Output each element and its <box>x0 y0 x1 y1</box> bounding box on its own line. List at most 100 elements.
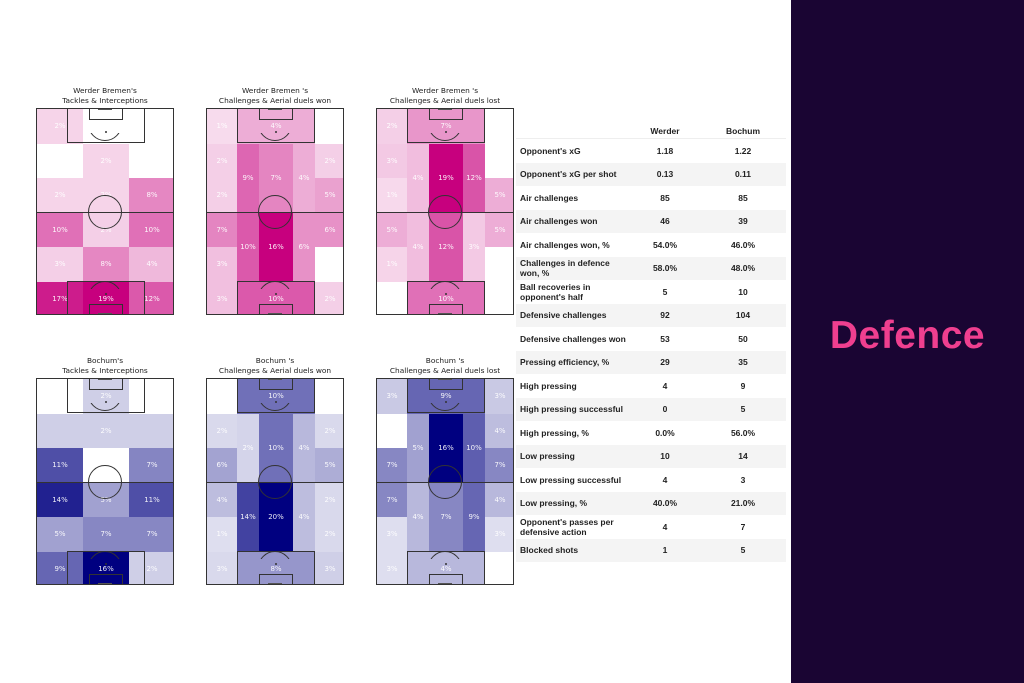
heatmap-title-line2: Challenges & Aerial duels lost <box>389 96 501 105</box>
heatmap-cell: 12% <box>463 143 485 213</box>
goal-bottom <box>98 583 112 584</box>
heatmap-cell: 2% <box>377 109 407 144</box>
heatmap-cell: 1% <box>207 517 237 552</box>
heatmap-cell: 4% <box>207 482 237 517</box>
stats-werder-value: 5 <box>662 286 668 297</box>
goal-top <box>438 379 452 380</box>
stats-werder-value: 1 <box>662 545 668 556</box>
heatmap-cell: 3% <box>377 551 407 584</box>
heatmap-cell: 1% <box>494 564 506 573</box>
heatmap-title-line1: Werder Bremen 's <box>241 86 309 95</box>
penalty-spot-bottom <box>105 563 107 565</box>
pitch-heatmap-bo-lost: Bochum 's Challenges & Aerial duels lost 3… <box>370 356 520 585</box>
heatmap-cell: 2% <box>37 109 83 144</box>
heatmap-title-line1: Werder Bremen's <box>73 86 137 95</box>
heatmap-cell: 4% <box>293 413 315 483</box>
heatmap-cell: 2% <box>37 178 83 213</box>
stats-row: Air challenges won 46 39 <box>516 209 786 233</box>
stats-row: Pressing efficiency, % 29 35 <box>516 350 786 374</box>
heatmap-title-line1: Bochum 's <box>255 356 295 365</box>
center-circle <box>88 195 122 229</box>
stats-label: Low pressing successful <box>520 474 622 485</box>
heatmap-cell: 2% <box>237 413 259 483</box>
stats-bochum-value: 21.0% <box>730 498 756 509</box>
heatmap-cell: 10% <box>237 212 259 282</box>
heatmap-title: Bochum 's Challenges & Aerial duels lost <box>370 356 520 378</box>
heatmap-cell: 0% <box>146 122 158 131</box>
penalty-spot-bottom <box>275 293 277 295</box>
stats-bochum-value: 104 <box>735 310 751 321</box>
heatmap-title: Werder Bremen 's Challenges & Aerial duel… <box>370 86 520 108</box>
heatmap-cell: 17% <box>37 281 83 314</box>
heatmap-cell: 0% <box>54 392 66 401</box>
stats-bochum-value: 3 <box>740 474 746 485</box>
heatmap-cell: 3% <box>377 517 407 552</box>
heatmap-cell: 2% <box>207 178 237 213</box>
heatmap-cell: 14% <box>37 482 83 517</box>
stats-werder-value: 4 <box>662 474 668 485</box>
stats-werder-value: 58.0% <box>652 263 678 274</box>
heatmap-cell: 5% <box>377 212 407 247</box>
heatmap-cell: 0% <box>54 156 66 165</box>
pitch: 2% 0% 0% 0% 2% 0% 2% 2% 8% 10% 2% 10% 3% 8% 4% 17% 19% 12… <box>36 108 174 315</box>
heatmap-cell: 2% <box>315 143 343 178</box>
penalty-spot-bottom <box>275 563 277 565</box>
heatmap-cell: 3% <box>377 143 407 178</box>
stats-label: High pressing successful <box>520 404 623 415</box>
stats-row: Ball recoveries in opponent's half 5 10 <box>516 280 786 304</box>
heatmap-cell: 4% <box>485 482 513 517</box>
heatmap-cell: 1% <box>377 247 407 282</box>
stats-werder-value: 92 <box>660 310 670 321</box>
heatmap-cell: 0% <box>146 156 158 165</box>
penalty-spot-top <box>105 131 107 133</box>
stats-label: Challenges in defence won, % <box>520 258 610 279</box>
stats-row: Blocked shots 1 5 <box>516 538 786 562</box>
heatmap-cell: 0% <box>324 122 336 131</box>
heatmap-cell: 4% <box>485 413 513 448</box>
heatmap-cell: 0% <box>100 122 112 131</box>
center-circle <box>258 465 292 499</box>
stats-bochum-value: 14 <box>738 451 748 462</box>
heatmap-title-line2: Tackles & Interceptions <box>62 96 148 105</box>
stats-label: Low pressing <box>520 451 575 462</box>
heatmap-cell: 2% <box>129 551 173 584</box>
heatmap-cell: 1% <box>386 294 398 303</box>
penalty-spot-bottom <box>445 563 447 565</box>
stats-label: Opponent's passes per defensive action <box>520 516 614 537</box>
stats-row: Low pressing successful 4 3 <box>516 468 786 492</box>
stats-header: Werder Bochum <box>516 126 786 139</box>
heatmap-cell: 9% <box>463 482 485 552</box>
heatmap-cell: 7% <box>377 482 407 517</box>
heatmap-cell: 1% <box>386 426 398 435</box>
pitch-heatmap-wb-lost: Werder Bremen 's Challenges & Aerial duel… <box>370 86 520 315</box>
heatmap-cell: 4% <box>129 247 173 282</box>
heatmap-cell: 2% <box>315 413 343 448</box>
stats-werder-value: 54.0% <box>652 239 678 250</box>
goal-top <box>438 109 452 110</box>
stats-row: Low pressing 10 14 <box>516 444 786 468</box>
heatmap-cell: 9% <box>37 551 83 584</box>
heatmap-cell: 0% <box>324 392 336 401</box>
heatmap-cell: 4% <box>293 143 315 213</box>
heatmap-title-line1: Bochum 's <box>425 356 465 365</box>
stats-bochum-value: 9 <box>740 380 746 391</box>
stats-werder-value: 85 <box>660 192 670 203</box>
stats-row: Opponent's passes per defensive action 4 7 <box>516 515 786 539</box>
stats-bochum-value: 39 <box>738 216 748 227</box>
heatmap-cell: 6% <box>315 212 343 247</box>
stats-label: Opponent's xG per shot <box>520 169 617 180</box>
stats-bochum-value: 50 <box>738 333 748 344</box>
pitch-heatmap-wb-won: Werder Bremen 's Challenges & Aerial duel… <box>200 86 350 315</box>
heatmap-cell: 5% <box>485 212 513 247</box>
heatmap-cell: 7% <box>377 448 407 483</box>
goal-bottom <box>98 313 112 314</box>
stats-label: High pressing, % <box>520 427 589 438</box>
penalty-spot-bottom <box>105 293 107 295</box>
stats-bochum-value: 1.22 <box>734 145 752 156</box>
stats-werder-value: 0.0% <box>655 427 675 438</box>
stats-werder-value: 40.0% <box>652 498 678 509</box>
heatmap-cell: 3% <box>37 247 83 282</box>
heatmap-cell: 2% <box>315 281 343 314</box>
heatmap-title: Bochum's Tackles & Interceptions <box>30 356 180 378</box>
heatmap-cell: 0% <box>324 260 336 269</box>
